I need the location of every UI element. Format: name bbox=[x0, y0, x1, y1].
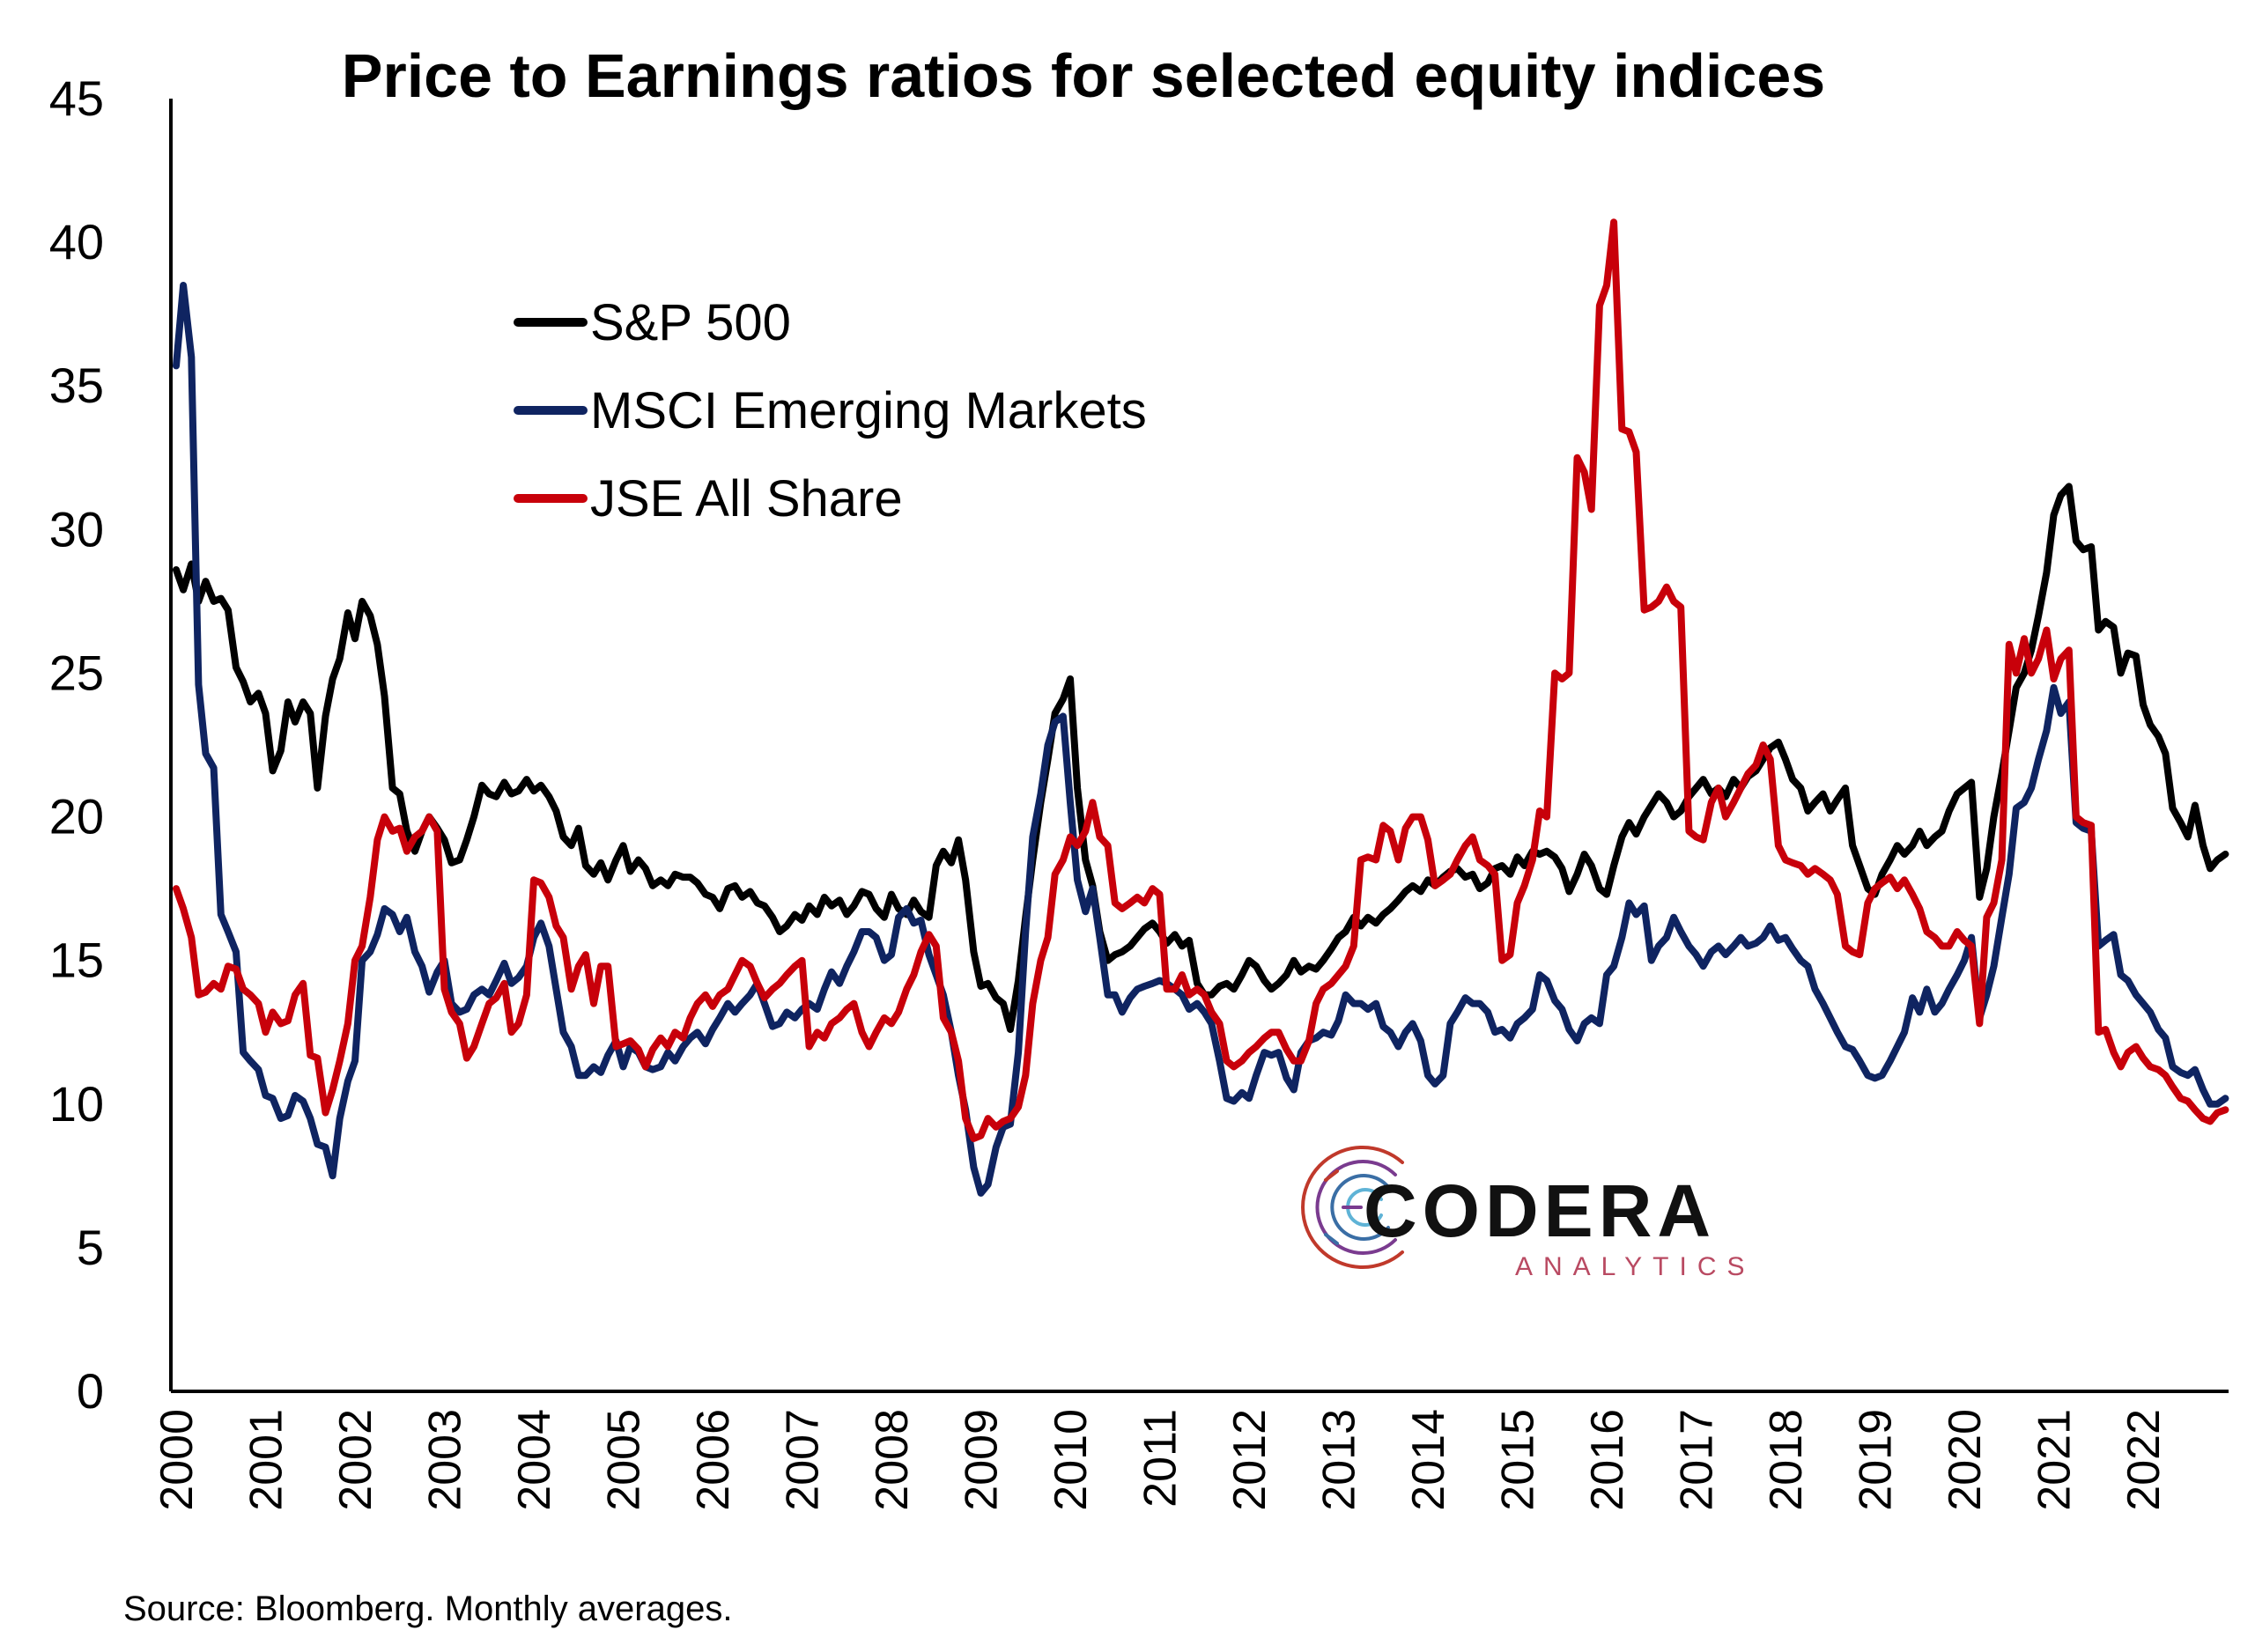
series-line-s-p-500 bbox=[173, 483, 2229, 1033]
y-tick-label: 40 bbox=[49, 214, 104, 269]
y-axis-ticks: 0 5 10 15 20 25 30 35 40 45 bbox=[49, 70, 104, 1419]
x-tick-label: 2011 bbox=[1135, 1409, 1187, 1508]
y-tick-label: 45 bbox=[49, 70, 104, 126]
logo-tagline: ANALYTICS bbox=[1515, 1252, 1756, 1281]
x-tick-label: 2018 bbox=[1761, 1409, 1812, 1511]
y-tick-label: 10 bbox=[49, 1076, 104, 1132]
y-tick-label: 30 bbox=[49, 501, 104, 557]
series-line-msci-emerging-markets bbox=[173, 282, 2229, 1197]
y-tick-label: 35 bbox=[49, 358, 104, 413]
legend-label: MSCI Emerging Markets bbox=[590, 382, 1147, 439]
x-tick-label: 2003 bbox=[420, 1409, 471, 1511]
x-tick-label: 2006 bbox=[688, 1409, 739, 1511]
x-tick-label: 2019 bbox=[1851, 1409, 1902, 1511]
y-tick-label: 15 bbox=[49, 933, 104, 988]
legend-label: S&P 500 bbox=[590, 294, 791, 351]
chart-title: Price to Earnings ratios for selected eq… bbox=[342, 41, 1825, 110]
y-tick-label: 20 bbox=[49, 789, 104, 844]
x-tick-label: 2014 bbox=[1403, 1409, 1454, 1511]
legend: S&P 500 MSCI Emerging Markets JSE All Shar… bbox=[514, 294, 1147, 527]
legend-item: JSE All Share bbox=[514, 470, 903, 527]
x-tick-label: 2021 bbox=[2030, 1409, 2081, 1511]
x-tick-label: 2017 bbox=[1672, 1409, 1723, 1511]
x-tick-label: 2016 bbox=[1582, 1409, 1633, 1511]
legend-item: MSCI Emerging Markets bbox=[514, 382, 1147, 439]
legend-item: S&P 500 bbox=[514, 294, 791, 351]
x-tick-label: 2007 bbox=[778, 1409, 829, 1511]
x-tick-label: 2000 bbox=[152, 1409, 203, 1511]
x-tick-label: 2009 bbox=[957, 1409, 1008, 1511]
x-tick-label: 2010 bbox=[1046, 1409, 1097, 1511]
x-tick-label: 2012 bbox=[1224, 1409, 1275, 1511]
x-tick-label: 2004 bbox=[509, 1409, 560, 1511]
y-tick-label: 5 bbox=[77, 1220, 104, 1275]
legend-label: JSE All Share bbox=[590, 470, 903, 527]
x-tick-label: 2022 bbox=[2118, 1409, 2170, 1511]
series-line-jse-all-share bbox=[173, 218, 2229, 1142]
x-tick-label: 2013 bbox=[1314, 1409, 1365, 1511]
codera-logo: CODERA ANALYTICS bbox=[1301, 1146, 1756, 1281]
x-tick-label: 2020 bbox=[1940, 1409, 1991, 1511]
codera-logo-mark bbox=[1301, 1146, 1404, 1269]
x-tick-label: 2001 bbox=[241, 1409, 292, 1511]
x-tick-label: 2002 bbox=[330, 1409, 381, 1511]
logo-name: CODERA bbox=[1364, 1169, 1716, 1252]
y-tick-label: 0 bbox=[77, 1363, 104, 1419]
source-note: Source: Bloomberg. Monthly averages. bbox=[123, 1589, 732, 1628]
series-lines bbox=[173, 218, 2229, 1197]
x-axis-ticks: 2000 2001 2002 2003 2004 2005 2006 2007 2008 2009… bbox=[152, 1409, 2170, 1511]
y-tick-label: 25 bbox=[49, 645, 104, 700]
x-tick-label: 2005 bbox=[599, 1409, 650, 1511]
x-tick-label: 2015 bbox=[1493, 1409, 1544, 1511]
x-tick-label: 2008 bbox=[867, 1409, 918, 1511]
